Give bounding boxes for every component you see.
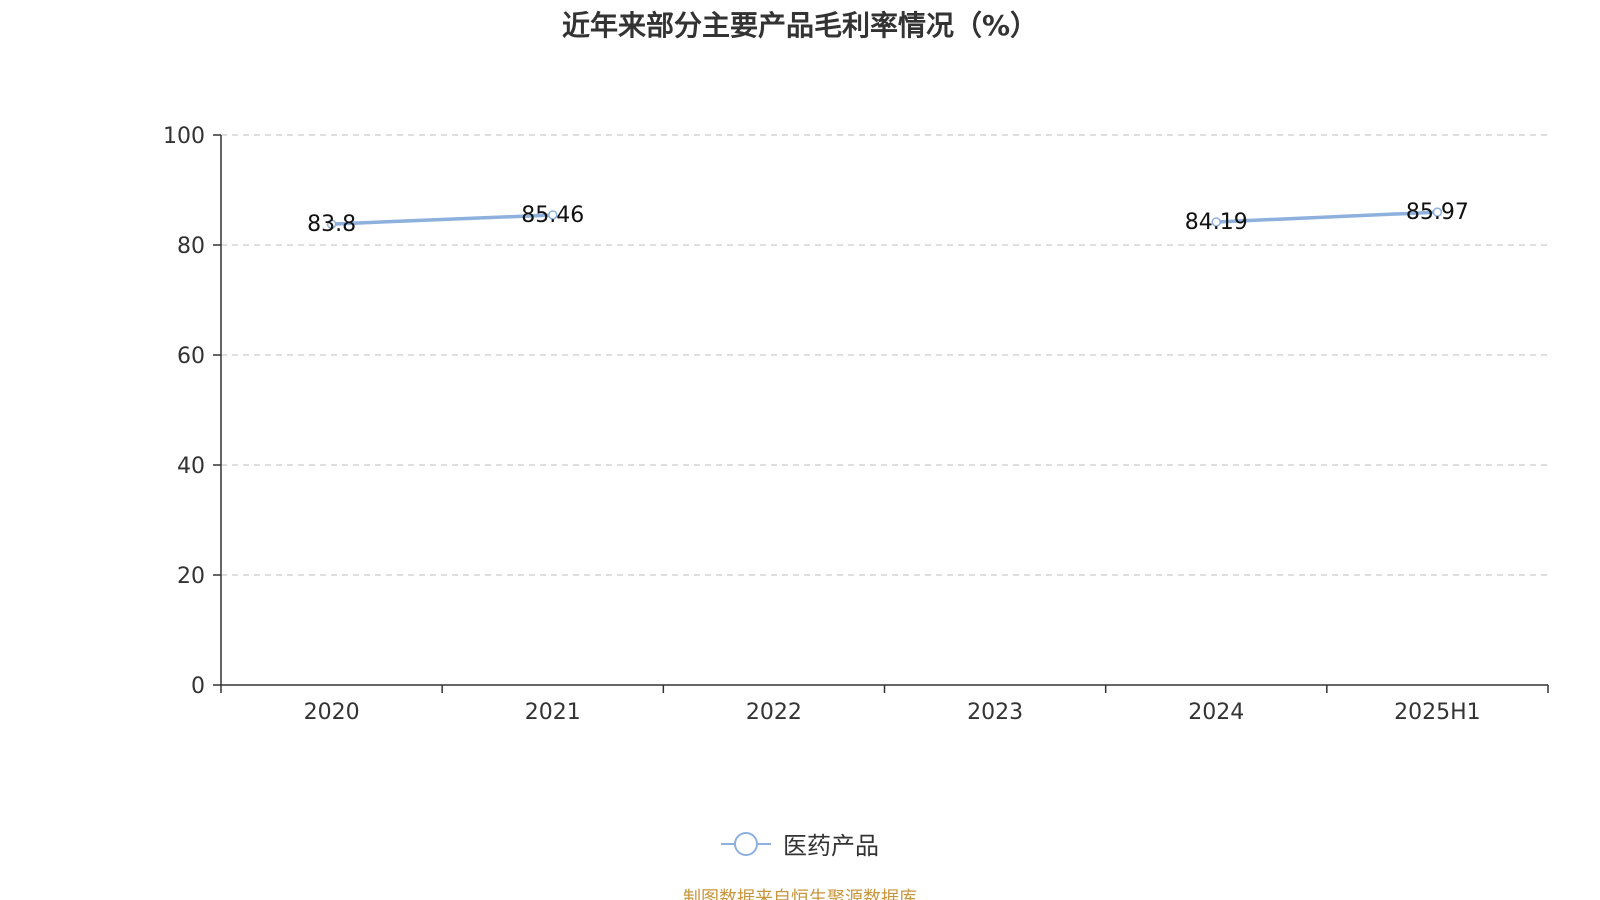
x-tick-label: 2022: [746, 700, 802, 725]
y-tick-label: 40: [177, 454, 205, 479]
series-line: [331, 213, 553, 226]
data-point[interactable]: [326, 219, 337, 229]
x-tick-label: 2021: [525, 700, 581, 725]
y-tick-label: 100: [163, 124, 205, 149]
x-tick-label: 2020: [304, 700, 360, 725]
y-tick-label: 20: [177, 564, 205, 589]
data-label: 83.8: [307, 212, 356, 237]
data-point[interactable]: [1211, 217, 1221, 227]
data-label: 84.19: [1185, 210, 1248, 235]
x-tick-label: 2023: [967, 700, 1023, 725]
data-label: 85.97: [1406, 200, 1469, 225]
y-tick-label: 0: [191, 674, 205, 699]
data-point[interactable]: [1432, 207, 1443, 217]
data-label: 85.46: [521, 203, 584, 228]
chart-title: 近年来部分主要产品毛利率情况（%）: [561, 9, 1039, 42]
series-line: [1216, 210, 1438, 224]
legend[interactable]: 医药产品: [0, 826, 1600, 861]
x-tick-label: 2024: [1188, 700, 1244, 725]
legend-label: 医药产品: [783, 832, 879, 860]
y-tick-label: 60: [177, 344, 205, 369]
x-tick-label: 2025H1: [1394, 700, 1481, 725]
data-point[interactable]: [548, 210, 558, 220]
y-tick-label: 80: [177, 234, 205, 259]
legend-marker-icon: [721, 831, 771, 856]
source-note: 制图数据来自恒生聚源数据库: [683, 888, 917, 900]
